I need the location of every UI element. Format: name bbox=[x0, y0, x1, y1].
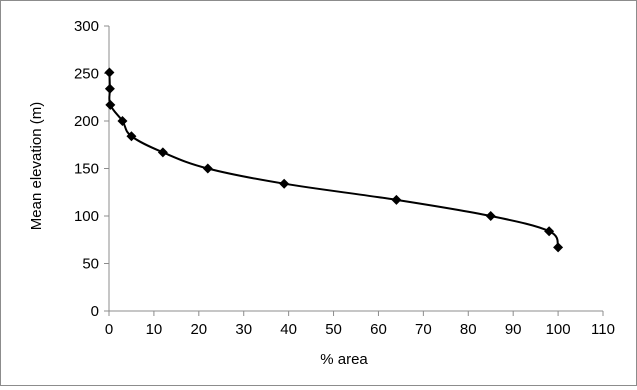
x-tick-label: 70 bbox=[415, 321, 432, 338]
y-tick-label: 250 bbox=[74, 66, 99, 83]
x-tick-label: 100 bbox=[546, 321, 571, 338]
data-point-diamond bbox=[126, 131, 137, 142]
data-point-diamond bbox=[104, 67, 115, 78]
data-point-diamond bbox=[202, 163, 213, 174]
y-tick-label: 150 bbox=[74, 161, 99, 178]
x-tick-label: 60 bbox=[370, 321, 387, 338]
x-tick-label: 110 bbox=[591, 321, 615, 338]
y-tick-label: 0 bbox=[91, 303, 99, 320]
data-point-diamond bbox=[157, 147, 168, 158]
series-line bbox=[108, 72, 560, 248]
x-tick-label: 80 bbox=[460, 321, 477, 338]
x-tick-label: 50 bbox=[325, 321, 342, 338]
y-tick-label: 50 bbox=[82, 256, 99, 273]
data-point-diamond bbox=[104, 83, 115, 94]
plot-area: 0 10 20 30 40 50 60 70 80 90 100 110 0 50 100 150 200 250… bbox=[74, 18, 615, 338]
data-point-diamond bbox=[279, 178, 290, 189]
x-axis-title: % area bbox=[320, 351, 368, 368]
y-tick-label: 300 bbox=[74, 18, 99, 35]
data-point-diamond bbox=[117, 116, 128, 126]
x-tick-label: 40 bbox=[280, 321, 297, 338]
data-point-diamond bbox=[553, 242, 564, 253]
data-point-diamond bbox=[391, 194, 402, 205]
x-tick-label: 30 bbox=[235, 321, 252, 338]
x-tick-label: 10 bbox=[146, 321, 163, 338]
x-tick-label: 0 bbox=[105, 321, 113, 338]
data-point-diamond bbox=[105, 99, 116, 110]
y-tick-label: 200 bbox=[74, 113, 99, 130]
data-point-diamond bbox=[485, 211, 496, 221]
y-axis-title: Mean elevation (m) bbox=[28, 102, 45, 230]
x-tick-label: 90 bbox=[505, 321, 522, 338]
data-point-diamond bbox=[544, 226, 555, 237]
y-tick-label: 100 bbox=[74, 208, 99, 225]
x-tick-label: 20 bbox=[190, 321, 207, 338]
